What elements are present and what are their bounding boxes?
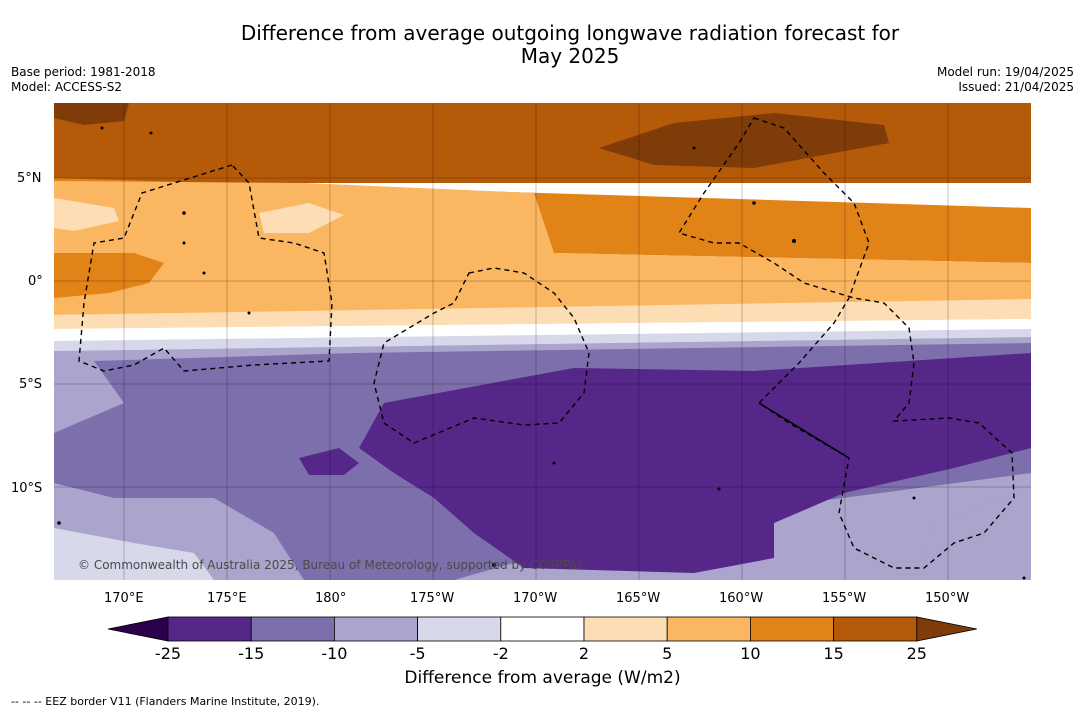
- solid-border: [758, 402, 850, 459]
- patch-light-purple-se: [914, 488, 1031, 580]
- title-line-2: May 2025: [520, 44, 620, 68]
- lon-label-165w: 165°W: [616, 591, 661, 606]
- lat-label-5n: 5°N: [17, 171, 42, 186]
- colorbar-segment: [666, 616, 751, 642]
- title-line-1: Difference from average outgoing longwav…: [240, 21, 900, 45]
- band-dark-purple: [359, 353, 1031, 573]
- colorbar-tick-label: -10: [321, 644, 347, 663]
- eez-legend-note: -- -- -- EEZ border V11 (Flanders Marine…: [11, 695, 320, 708]
- anomaly-map[interactable]: © Commonwealth of Australia 2025, Bureau…: [54, 103, 1031, 580]
- patch-pale-purple-sw: [54, 528, 214, 580]
- colorbar: -25 -15 -10 -5 -2 2 5 10 15 25: [107, 616, 977, 663]
- model-run-label: Model run: 19/04/2025: [936, 65, 1074, 79]
- lon-label-170w: 170°W: [513, 591, 558, 606]
- colorbar-title: Difference from average (W/m2): [404, 668, 681, 688]
- eez-borders: [78, 117, 1015, 569]
- islands: [57, 126, 1026, 580]
- lon-label-155w: 155°W: [822, 591, 867, 606]
- band-white: [54, 319, 1031, 341]
- lat-label-0: 0°: [28, 274, 43, 289]
- colorbar-tick-label: 15: [823, 644, 843, 663]
- colorbar-tick-label: -15: [238, 644, 264, 663]
- copyright-notice: © Commonwealth of Australia 2025, Bureau…: [78, 558, 584, 572]
- base-info: Base period: 1981-2018 Model: ACCESS-S2: [11, 65, 156, 95]
- lon-label-175w: 175°W: [410, 591, 455, 606]
- patch-pale-central: [259, 203, 344, 233]
- colorbar-tick-label: 5: [662, 644, 672, 663]
- colorbar-extend-low: [107, 616, 169, 642]
- colorbar-tick-label: -2: [493, 644, 509, 663]
- lon-label-150w: 150°W: [925, 591, 970, 606]
- map-title: Difference from average outgoing longwav…: [170, 22, 970, 68]
- colorbar-segment: [833, 616, 918, 642]
- colorbar-tick-label: 10: [740, 644, 760, 663]
- patch-pale-west: [54, 198, 119, 231]
- colorbar-segment: [167, 616, 252, 642]
- colorbar-segment: [750, 616, 835, 642]
- colorbar-tick-label: -5: [410, 644, 426, 663]
- gridlines: [54, 103, 1031, 580]
- patch-orange-west: [54, 253, 164, 298]
- blob-darkest-nw: [54, 103, 129, 125]
- map-canvas: [54, 103, 1031, 580]
- colorbar-segment: [583, 616, 668, 642]
- colorbar-extend-high: [916, 616, 977, 642]
- lon-label-160w: 160°W: [719, 591, 764, 606]
- colorbar-segment: [500, 616, 585, 642]
- model-label: Model: ACCESS-S2: [11, 80, 123, 94]
- colorbar-segment: [250, 616, 335, 642]
- colorbar-tick-label: 25: [907, 644, 927, 663]
- colorbar-segment: [417, 616, 502, 642]
- base-period-label: Base period: 1981-2018: [11, 65, 156, 79]
- colorbar-tick-label: -25: [155, 644, 181, 663]
- lon-label-170e: 170°E: [104, 591, 144, 606]
- lon-label-180: 180°: [315, 591, 347, 606]
- colorbar-segment: [333, 616, 418, 642]
- blob-dark-purple: [299, 448, 359, 475]
- colorbar-tick-label: 2: [579, 644, 589, 663]
- blob-darkest-ne: [599, 113, 889, 168]
- lat-label-5s: 5°S: [19, 377, 43, 392]
- run-info: Model run: 19/04/2025 Issued: 21/04/2025: [937, 65, 1074, 95]
- lon-label-175e: 175°E: [207, 591, 247, 606]
- band-very-light-purple: [54, 329, 1031, 351]
- issued-label: Issued: 21/04/2025: [958, 80, 1074, 94]
- lat-label-10s: 10°S: [11, 481, 43, 496]
